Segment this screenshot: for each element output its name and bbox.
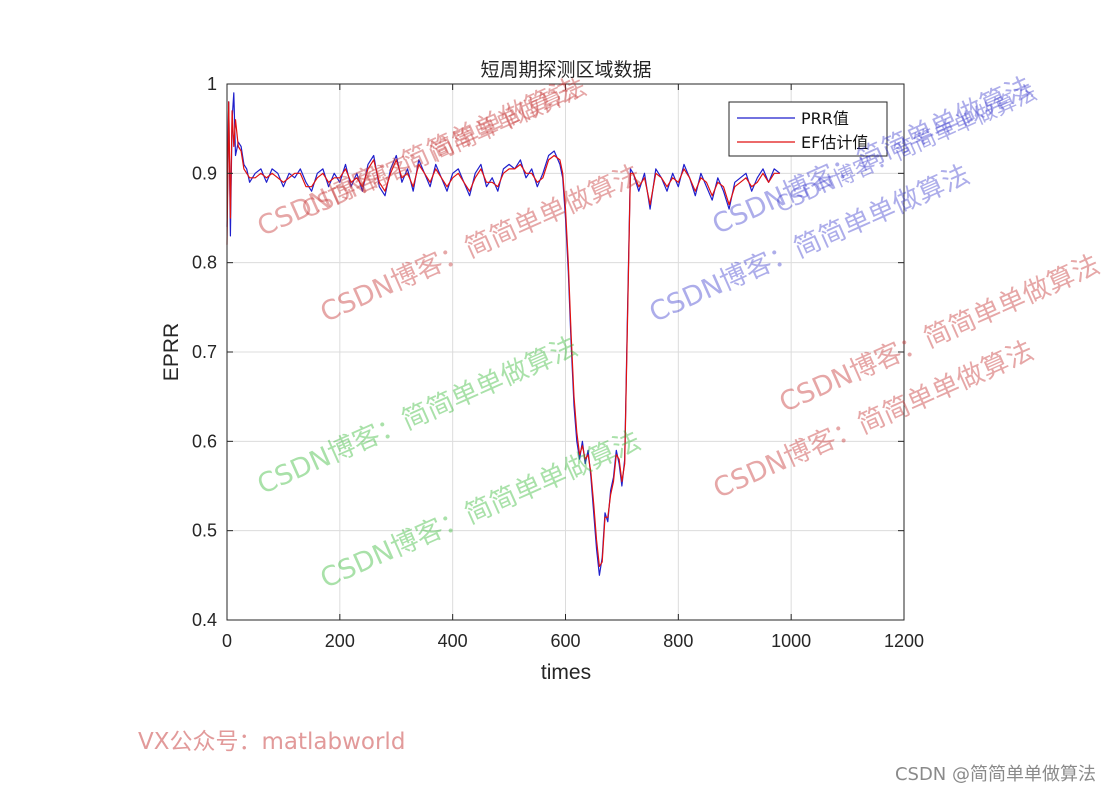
y-tick-label: 0.8 (192, 253, 217, 273)
x-tick-label: 600 (550, 631, 580, 651)
x-tick-label: 1200 (884, 631, 924, 651)
x-tick-label: 1000 (771, 631, 811, 651)
x-tick-label: 0 (222, 631, 232, 651)
legend-label-prr: PRR值 (801, 109, 849, 128)
x-axis-label: times (541, 661, 591, 684)
x-tick-label: 400 (438, 631, 468, 651)
tick-marks (226, 83, 905, 621)
y-tick-label: 0.9 (192, 163, 217, 183)
y-tick-label: 0.7 (192, 342, 217, 362)
series-layer (226, 92, 781, 576)
legend: PRR值 EF估计值 (728, 101, 888, 157)
x-tick-label: 200 (325, 631, 355, 651)
y-tick-label: 0.5 (192, 521, 217, 541)
y-tick-label: 0.4 (192, 610, 217, 630)
x-tick-labels: 0 200 400 600 800 1000 1200 (222, 631, 924, 651)
footer-csdn-credit: CSDN @简简单单做算法 (894, 764, 1096, 785)
footer-wechat-note: VX公众号：matlabworld (138, 729, 406, 755)
legend-box (728, 101, 888, 157)
series-line-ef (226, 101, 780, 568)
chart-title: 短周期探测区域数据 (480, 59, 651, 81)
y-tick-label: 1 (207, 74, 217, 94)
x-tick-label: 800 (663, 631, 693, 651)
y-tick-label: 0.6 (192, 431, 217, 451)
y-axis-label: EPRR (160, 323, 183, 381)
y-tick-labels: 0.4 0.5 0.6 0.7 0.8 0.9 1 (192, 74, 217, 630)
legend-label-ef: EF估计值 (801, 133, 868, 152)
